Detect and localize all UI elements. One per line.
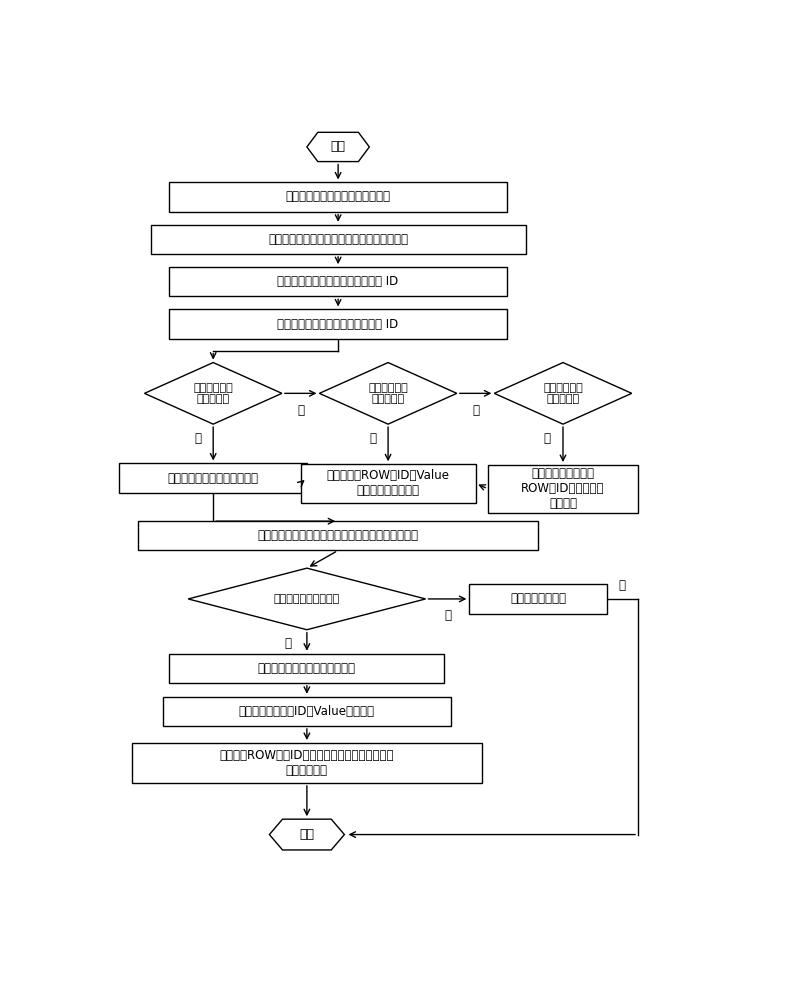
Bar (119, 463, 307, 493)
Bar (163, 697, 451, 726)
Text: 否: 否 (444, 609, 451, 622)
Text: 业务逻辑模块处理成功: 业务逻辑模块处理成功 (274, 594, 340, 604)
Text: 是: 是 (544, 432, 550, 445)
Bar (169, 309, 507, 339)
Text: 操作是否为设
置设备参数: 操作是否为设 置设备参数 (368, 383, 408, 404)
Bar (169, 267, 507, 296)
Text: 是: 是 (194, 432, 201, 445)
Text: 将当前界面被切换的
ROW的ID添加到数据
交互对象: 将当前界面被切换的 ROW的ID添加到数据 交互对象 (521, 467, 604, 510)
Text: 向交互对象添加访问设备网络和认证相关信息: 向交互对象添加访问设备网络和认证相关信息 (268, 233, 408, 246)
Text: 将界面所有ROW的ID和Value
添加到数据交互对象: 将界面所有ROW的ID和Value 添加到数据交互对象 (326, 469, 450, 497)
Text: 向交互对象添加对设备进行操作的 ID: 向交互对象添加对设备进行操作的 ID (277, 318, 399, 331)
Text: 将数据交互对象组装成字符串: 将数据交互对象组装成字符串 (168, 472, 259, 485)
Bar (469, 584, 607, 614)
Polygon shape (307, 132, 369, 162)
Text: 结束: 结束 (299, 828, 314, 841)
Bar (169, 182, 507, 212)
Text: 开始: 开始 (330, 140, 346, 153)
Text: 创建多语言交互协议数据交换对象: 创建多语言交互协议数据交换对象 (285, 190, 391, 204)
Text: 向数据交互对象添加设备参数配置 ID: 向数据交互对象添加设备参数配置 ID (277, 275, 399, 288)
Polygon shape (494, 363, 632, 424)
Bar (132, 743, 482, 783)
Text: 是: 是 (369, 432, 376, 445)
Polygon shape (319, 363, 457, 424)
Bar (139, 521, 538, 550)
Text: 解析该字符串得到ID，Value的结果集: 解析该字符串得到ID，Value的结果集 (239, 705, 375, 718)
Polygon shape (144, 363, 282, 424)
Bar (301, 464, 476, 503)
Text: 否: 否 (619, 579, 625, 592)
Bar (169, 654, 444, 683)
Polygon shape (269, 819, 344, 850)
Text: 否: 否 (297, 404, 304, 417)
Text: 是: 是 (285, 637, 292, 650)
Text: 界面每个ROW通过ID值在结果集中查数据，将结果
显示在界面中: 界面每个ROW通过ID值在结果集中查数据，将结果 显示在界面中 (219, 749, 394, 777)
Text: 获得业务逻辑处理库输出字符串: 获得业务逻辑处理库输出字符串 (258, 662, 356, 675)
Polygon shape (189, 568, 426, 630)
Text: 将组装完成的字符串作为输入，调用业务逻辑处理库: 将组装完成的字符串作为输入，调用业务逻辑处理库 (258, 529, 418, 542)
Text: 界面提示操作错误: 界面提示操作错误 (510, 592, 566, 605)
Text: 否: 否 (472, 404, 479, 417)
Text: 操作是否为获
取设备参数: 操作是否为获 取设备参数 (193, 383, 233, 404)
Text: 操作是否为切
换设备参数: 操作是否为切 换设备参数 (543, 383, 583, 404)
Bar (488, 465, 638, 513)
Bar (151, 225, 526, 254)
